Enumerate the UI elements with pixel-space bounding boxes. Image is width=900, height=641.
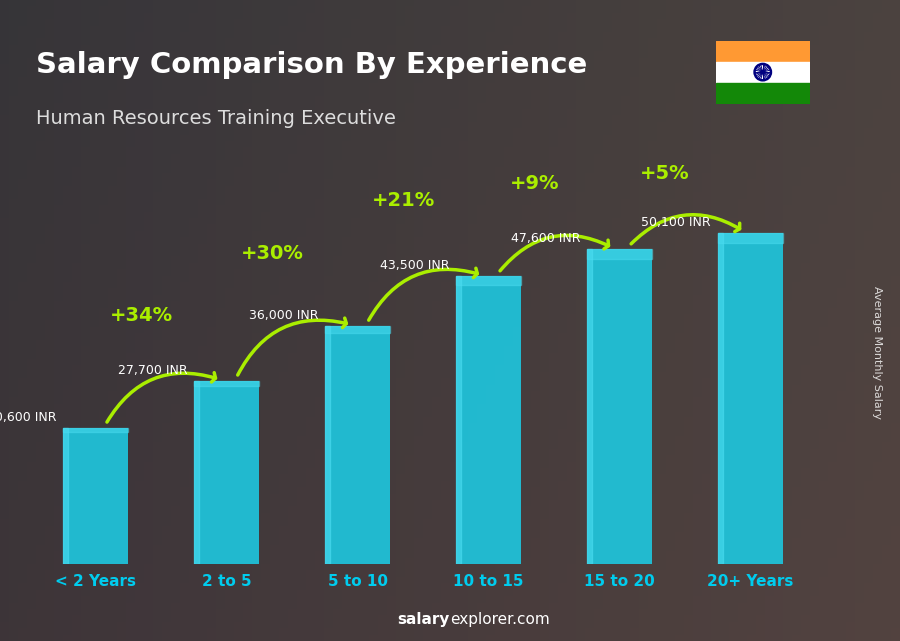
Bar	[194, 381, 199, 564]
Text: Average Monthly Salary: Average Monthly Salary	[872, 286, 883, 419]
Bar	[717, 233, 783, 564]
Text: Human Resources Training Executive: Human Resources Training Executive	[36, 109, 396, 128]
Bar	[587, 249, 652, 564]
Text: 47,600 INR: 47,600 INR	[510, 232, 580, 245]
Text: 20,600 INR: 20,600 INR	[0, 411, 57, 424]
Bar	[455, 276, 521, 285]
Bar	[717, 233, 783, 242]
Text: Salary Comparison By Experience: Salary Comparison By Experience	[36, 51, 587, 79]
Bar	[716, 62, 810, 83]
Bar	[325, 326, 391, 333]
Text: 43,500 INR: 43,500 INR	[380, 259, 449, 272]
Bar	[63, 428, 68, 564]
Bar	[717, 233, 723, 564]
Bar	[587, 249, 592, 564]
Bar	[325, 326, 330, 564]
Bar	[455, 276, 521, 564]
Text: +9%: +9%	[509, 174, 559, 193]
Bar	[194, 381, 259, 564]
Text: +21%: +21%	[372, 191, 435, 210]
Bar	[455, 276, 461, 564]
Text: 50,100 INR: 50,100 INR	[642, 215, 711, 229]
Text: +34%: +34%	[110, 306, 173, 324]
Circle shape	[761, 71, 764, 74]
Text: +30%: +30%	[241, 244, 304, 263]
Text: explorer.com: explorer.com	[450, 612, 550, 627]
Text: +5%: +5%	[641, 164, 690, 183]
Bar	[63, 428, 129, 564]
Bar	[63, 428, 129, 432]
Bar	[716, 40, 810, 62]
Bar	[587, 249, 652, 258]
Bar	[325, 326, 391, 564]
Text: 36,000 INR: 36,000 INR	[248, 309, 319, 322]
Bar	[716, 83, 810, 104]
Text: salary: salary	[398, 612, 450, 627]
Bar	[194, 381, 259, 387]
Text: 27,700 INR: 27,700 INR	[118, 364, 187, 377]
